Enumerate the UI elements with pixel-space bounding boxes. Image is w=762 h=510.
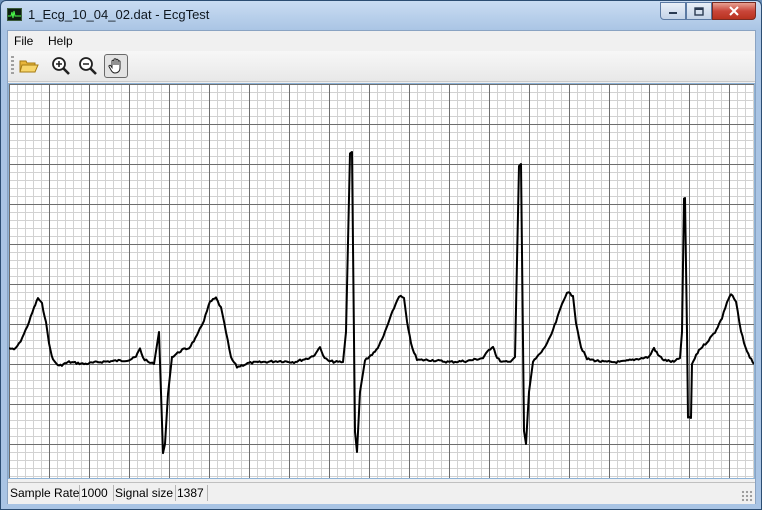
minimize-icon — [669, 12, 677, 14]
caption-buttons — [660, 2, 756, 21]
client-area: File Help — [7, 30, 756, 504]
signal-size-value: 1387 — [175, 485, 208, 501]
folder-open-icon — [19, 60, 39, 73]
zoom-out-button[interactable] — [76, 54, 100, 78]
sample-rate-value: 1000 — [79, 485, 114, 501]
zoom-in-icon — [52, 57, 70, 75]
pan-hand-button[interactable] — [104, 54, 128, 78]
open-folder-button[interactable] — [17, 54, 41, 78]
window-title: 1_Ecg_10_04_02.dat - EcgTest — [28, 7, 210, 22]
ecg-plot-frame — [8, 83, 755, 479]
ecg-plot-area[interactable] — [8, 84, 755, 478]
menu-help[interactable]: Help — [48, 34, 73, 48]
sample-rate-label: Sample Rate — [10, 485, 80, 501]
menu-bar: File Help — [8, 31, 755, 51]
status-bar: Sample Rate 1000 Signal size 1387 — [8, 482, 755, 504]
menu-file[interactable]: File — [14, 34, 34, 48]
toolbar-grip[interactable] — [11, 56, 14, 76]
signal-size-label: Signal size — [113, 485, 176, 501]
toolbar — [8, 51, 755, 82]
zoom-in-button[interactable] — [49, 54, 73, 78]
maximize-icon — [694, 6, 704, 16]
minimize-button[interactable] — [660, 2, 686, 20]
close-icon — [729, 6, 739, 16]
maximize-button[interactable] — [686, 2, 712, 20]
close-button[interactable] — [712, 2, 756, 20]
title-bar[interactable]: 1_Ecg_10_04_02.dat - EcgTest — [1, 1, 761, 31]
hand-icon — [108, 58, 121, 74]
ecg-chart[interactable] — [8, 84, 755, 478]
ecg-series-line — [8, 151, 755, 455]
zoom-out-icon — [79, 57, 97, 75]
ecg-app-icon — [7, 8, 22, 21]
resize-grip[interactable] — [741, 490, 753, 502]
